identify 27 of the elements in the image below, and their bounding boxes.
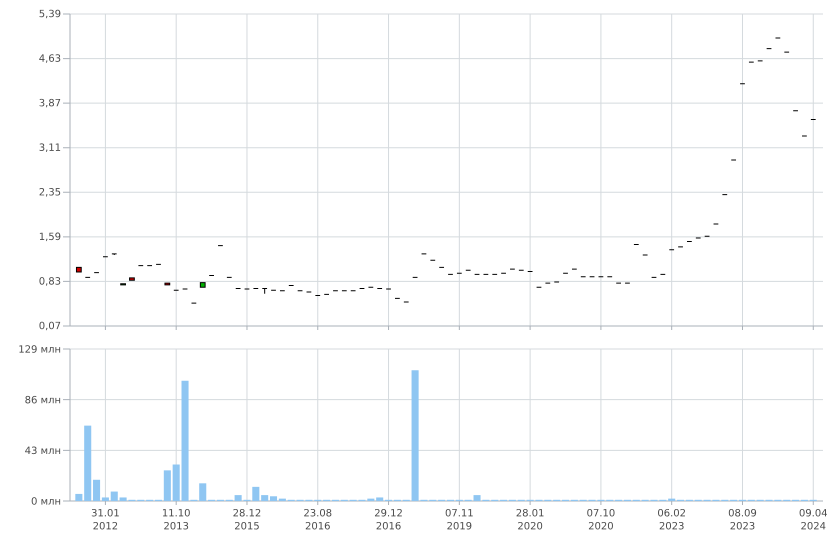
x-tick-label: 09.04 2024 bbox=[800, 508, 828, 530]
y-tick-label: 3,11 bbox=[40, 143, 60, 152]
y-tick-label: 129 млн bbox=[19, 345, 60, 353]
bar bbox=[93, 480, 100, 501]
bar bbox=[473, 495, 481, 501]
y-tick-label: 43 млн bbox=[25, 446, 60, 454]
x-tick-label: 07.10 2020 bbox=[587, 508, 615, 530]
x-tick-label: 31.01 2012 bbox=[92, 508, 119, 530]
x-tick-label: 07.11 2019 bbox=[446, 508, 473, 530]
y-tick-label: 5,39 bbox=[40, 10, 60, 18]
x-tick-label: 28.01 2020 bbox=[516, 508, 544, 530]
y-tick-label: 1,59 bbox=[40, 232, 60, 242]
bar bbox=[270, 496, 278, 501]
y-tick-label: 4,63 bbox=[39, 54, 60, 63]
y-tick-label: 2,35 bbox=[40, 188, 60, 197]
y-tick-label: 3,87 bbox=[40, 98, 60, 108]
y-tick-label: 0 млн bbox=[32, 497, 60, 505]
y-tick-label: 86 млн bbox=[25, 396, 60, 404]
x-tick-label: 11.10 2013 bbox=[162, 508, 190, 530]
y-tick-label: 0,07 bbox=[39, 322, 60, 330]
y-tick-label: 0,83 bbox=[39, 277, 60, 286]
x-tick-label: 29.12 2016 bbox=[374, 508, 402, 530]
x-tick-label: 28.12 2015 bbox=[233, 508, 260, 530]
bar bbox=[181, 380, 189, 501]
x-tick-label: 06.02 2023 bbox=[658, 508, 685, 530]
x-tick-label: 23.08 2016 bbox=[304, 508, 332, 530]
x-tick-label: 08.09 2023 bbox=[728, 508, 756, 530]
